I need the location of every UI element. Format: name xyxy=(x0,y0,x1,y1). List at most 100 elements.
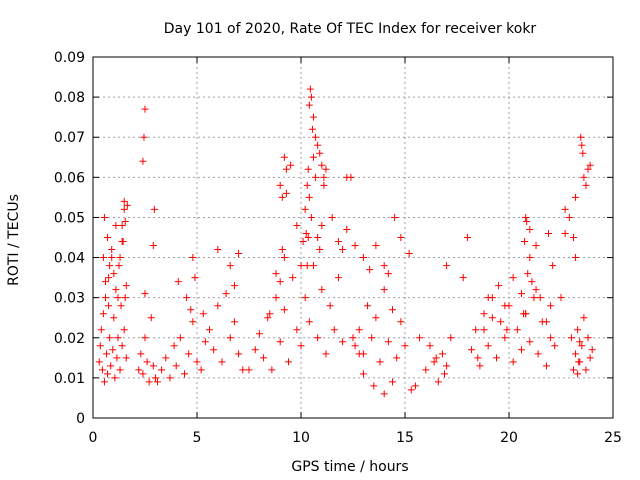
data-point xyxy=(380,390,388,398)
data-point xyxy=(95,358,103,366)
data-point xyxy=(347,173,355,181)
x-axis-label: GPS time / hours xyxy=(291,459,408,475)
data-point xyxy=(517,346,525,354)
data-point xyxy=(121,294,129,302)
y-tick-label: 0.01 xyxy=(54,371,85,387)
data-point xyxy=(312,133,320,141)
data-point xyxy=(301,205,309,213)
data-point xyxy=(100,378,108,386)
data-point xyxy=(170,342,178,350)
data-point xyxy=(158,366,166,374)
data-point xyxy=(407,386,415,394)
data-point xyxy=(484,294,492,302)
data-point xyxy=(432,354,440,362)
data-point xyxy=(584,334,592,342)
data-point xyxy=(101,294,109,302)
data-point xyxy=(108,246,116,254)
data-point xyxy=(149,242,157,250)
data-point xyxy=(255,330,263,338)
data-point xyxy=(278,193,286,201)
data-point xyxy=(509,358,517,366)
data-point xyxy=(334,238,342,246)
data-point xyxy=(276,338,284,346)
data-point xyxy=(567,334,575,342)
data-point xyxy=(112,286,120,294)
data-point xyxy=(549,262,557,270)
data-point xyxy=(143,358,151,366)
data-point xyxy=(104,234,112,241)
data-point xyxy=(302,229,310,237)
data-point xyxy=(526,225,534,233)
data-point xyxy=(139,370,147,378)
data-point xyxy=(117,302,125,310)
data-point xyxy=(318,286,326,294)
data-point xyxy=(137,350,145,358)
data-point xyxy=(108,254,116,262)
data-point xyxy=(372,242,380,250)
data-point xyxy=(181,370,189,378)
axis-ticks: 0 5 10 15 20 25 0 0.01 0.02 0.03 0.04 0.05 0.06 0.07 0… xyxy=(54,50,622,446)
data-point xyxy=(110,270,118,278)
data-point xyxy=(176,334,184,342)
data-point xyxy=(101,278,109,286)
data-point xyxy=(334,274,342,282)
data-point xyxy=(183,294,191,302)
data-point xyxy=(488,314,496,322)
data-point xyxy=(251,346,259,354)
data-point xyxy=(349,334,357,342)
data-point xyxy=(201,338,209,346)
data-point xyxy=(153,378,161,386)
data-point xyxy=(218,358,226,366)
data-point xyxy=(280,254,288,262)
data-point xyxy=(586,161,594,169)
data-point xyxy=(339,246,347,254)
data-point xyxy=(287,161,295,169)
data-point xyxy=(114,294,122,302)
data-point xyxy=(582,366,590,374)
data-point xyxy=(523,217,531,225)
data-point xyxy=(586,354,594,362)
y-tick-label: 0.04 xyxy=(54,251,85,267)
plot-frame xyxy=(92,56,614,419)
data-point xyxy=(577,133,585,141)
data-point xyxy=(214,302,222,310)
data-point xyxy=(260,354,268,362)
data-point xyxy=(389,378,397,386)
data-point xyxy=(105,302,113,310)
data-point xyxy=(166,374,174,382)
data-point xyxy=(120,326,128,334)
data-point xyxy=(497,318,505,326)
data-point xyxy=(307,213,315,221)
data-point xyxy=(316,149,324,157)
data-point xyxy=(397,318,405,326)
data-point xyxy=(266,310,274,318)
data-point xyxy=(303,262,311,270)
data-point xyxy=(359,370,367,378)
data-point xyxy=(199,310,207,318)
data-point xyxy=(278,246,286,254)
data-point xyxy=(189,318,197,326)
data-point xyxy=(96,342,104,350)
data-point xyxy=(110,314,118,322)
data-point xyxy=(532,242,540,250)
data-point xyxy=(547,334,555,342)
x-tick-label: 5 xyxy=(193,430,202,446)
data-point xyxy=(545,229,553,237)
data-point xyxy=(405,250,413,258)
data-point xyxy=(222,290,230,298)
data-points xyxy=(95,85,596,398)
x-tick-label: 15 xyxy=(396,430,414,446)
data-point xyxy=(104,370,112,378)
data-point xyxy=(305,318,313,326)
data-point xyxy=(191,274,199,282)
data-point xyxy=(276,278,284,286)
data-point xyxy=(172,362,180,370)
y-tick-label: 0 xyxy=(76,411,85,427)
data-point xyxy=(106,334,114,342)
y-tick-label: 0.02 xyxy=(54,331,85,347)
data-point xyxy=(411,382,419,390)
data-point xyxy=(118,238,126,246)
data-point xyxy=(430,358,438,366)
data-point xyxy=(314,141,322,149)
data-point xyxy=(426,342,434,350)
